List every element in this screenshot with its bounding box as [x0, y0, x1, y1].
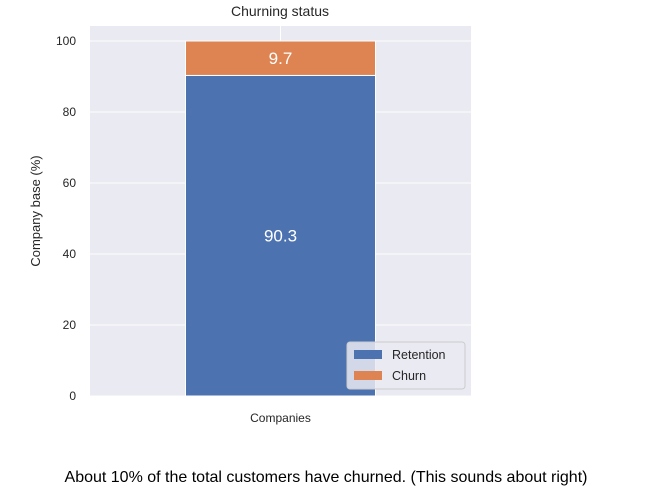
data-label-retention: 90.3 — [264, 227, 297, 246]
x-tick-label: Companies — [250, 411, 311, 425]
y-tick-label: 80 — [63, 105, 77, 119]
x-axis: Companies — [250, 411, 311, 425]
legend-label-retention: Retention — [392, 348, 446, 362]
y-axis: 0 20 40 60 80 100 — [56, 34, 76, 403]
data-label-churn: 9.7 — [269, 49, 293, 68]
y-tick-label: 0 — [69, 389, 76, 403]
chart-title: Churning status — [231, 3, 329, 19]
y-tick-label: 40 — [63, 247, 77, 261]
legend: Retention Churn — [346, 341, 466, 390]
caption-text: About 10% of the total customers have ch… — [64, 469, 588, 486]
legend-swatch-retention — [354, 350, 382, 359]
legend-swatch-churn — [354, 371, 382, 380]
y-tick-label: 100 — [56, 34, 76, 48]
legend-label-churn: Churn — [392, 369, 426, 383]
y-axis-label: Company base (%) — [28, 155, 43, 266]
y-tick-label: 20 — [63, 318, 77, 332]
bars: 90.3 9.7 — [185, 40, 376, 397]
bar-churn — [185, 40, 376, 76]
y-tick-label: 60 — [63, 176, 77, 190]
churn-chart: 0 20 40 60 80 100 90.3 9.7 Companies Churning … — [28, 3, 471, 425]
